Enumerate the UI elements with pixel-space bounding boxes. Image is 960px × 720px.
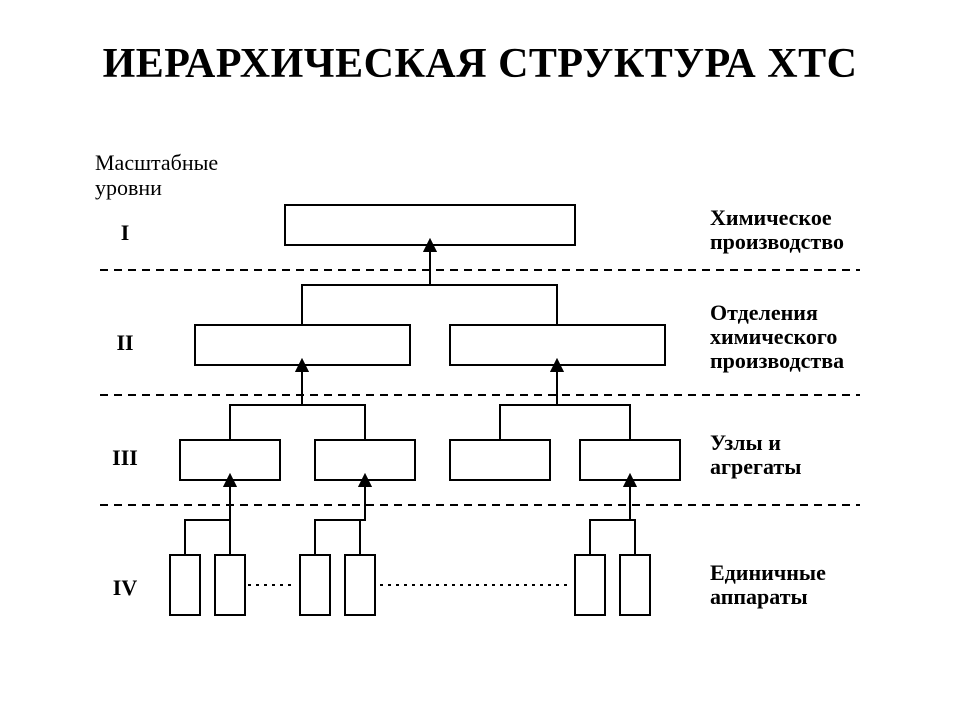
connector-8: [315, 480, 365, 555]
box-b4b: [215, 555, 245, 615]
level-desc-III-l0: Узлы и: [710, 430, 781, 455]
connector-3: [302, 365, 365, 440]
box-b1: [285, 205, 575, 245]
level-desc-IV-l0: Единичные: [710, 560, 826, 585]
connector-1: [430, 245, 557, 325]
box-b3d: [580, 440, 680, 480]
connector-5: [557, 365, 630, 440]
box-b4f: [620, 555, 650, 615]
connector-11: [630, 480, 635, 555]
box-b4d: [345, 555, 375, 615]
level-num-III: III: [112, 445, 138, 470]
box-b4a: [170, 555, 200, 615]
left-header-line2: уровни: [95, 175, 162, 200]
page: ИЕРАРХИЧЕСКАЯ СТРУКТУРА ХТС Масштабныеур…: [0, 0, 960, 720]
box-b3b: [315, 440, 415, 480]
level-desc-I-l0: Химическое: [710, 205, 832, 230]
box-b2b: [450, 325, 665, 365]
level-desc-II-l2: производства: [710, 348, 844, 373]
level-num-II: II: [116, 330, 133, 355]
box-b4e: [575, 555, 605, 615]
level-desc-IV-l1: аппараты: [710, 584, 808, 609]
connector-4: [500, 365, 557, 440]
level-num-IV: IV: [113, 575, 138, 600]
box-b4c: [300, 555, 330, 615]
level-desc-II-l0: Отделения: [710, 300, 818, 325]
connector-9: [360, 480, 365, 555]
box-b3c: [450, 440, 550, 480]
diagram: Масштабныеуровни I Химическоепроизводство I…: [70, 150, 890, 670]
level-desc-II-l1: химического: [710, 324, 837, 349]
left-header-line1: Масштабные: [95, 150, 218, 175]
level-desc-I-l1: производство: [710, 229, 844, 254]
hierarchy-svg: Масштабныеуровни I Химическоепроизводство I…: [70, 150, 890, 670]
box-b3a: [180, 440, 280, 480]
connector-10: [590, 480, 630, 555]
connector-2: [230, 365, 302, 440]
box-b2a: [195, 325, 410, 365]
level-num-I: I: [121, 220, 130, 245]
connector-0: [302, 245, 430, 325]
page-title: ИЕРАРХИЧЕСКАЯ СТРУКТУРА ХТС: [0, 40, 960, 88]
level-desc-III-l1: агрегаты: [710, 454, 801, 479]
connector-6: [185, 480, 230, 555]
